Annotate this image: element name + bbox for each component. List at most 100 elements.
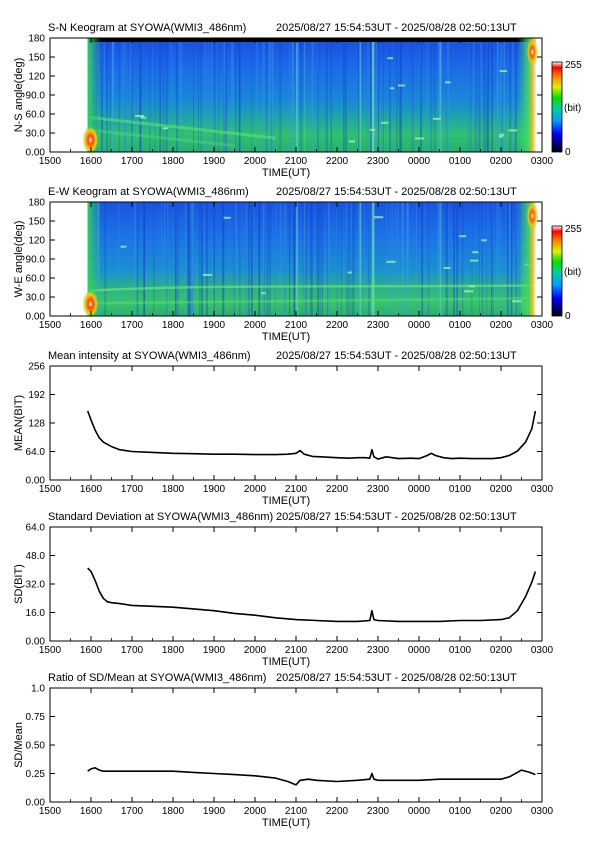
x-tick-label: 2000 (244, 806, 267, 817)
keogram-bright-band (359, 38, 362, 152)
keogram-hot-corner (526, 38, 539, 66)
keogram-streak (233, 38, 234, 152)
x-tick-label: 0300 (531, 484, 554, 495)
plot-frame (49, 526, 543, 642)
keogram-streak (499, 202, 501, 316)
y-tick-label: 0.00 (26, 312, 46, 323)
keogram-streak (103, 38, 106, 152)
x-tick-label: 2300 (367, 320, 390, 331)
keogram-streak (190, 202, 193, 316)
y-axis-label: SD/Mean (13, 722, 25, 768)
keogram-streak (501, 38, 503, 152)
keogram-streak (206, 202, 208, 316)
x-tick-label: 2200 (326, 645, 349, 656)
keogram-feature (432, 117, 441, 120)
keogram-feature (162, 127, 168, 130)
keogram-streak (259, 202, 261, 316)
keogram-streak (396, 38, 398, 152)
keogram-streak (505, 202, 507, 316)
x-tick-label: 1500 (39, 320, 62, 331)
keogram-streak (245, 202, 247, 316)
panel-3: Mean intensity at SYOWA(WMI3_486nm) 2025/… (13, 350, 554, 507)
keogram-streak (201, 202, 203, 316)
keogram-streak (245, 202, 247, 316)
y-axis-label: SD(BIT) (13, 564, 25, 604)
keogram-bright-band (359, 202, 362, 316)
panel-time-range: 2025/08/27 15:54:53UT - 2025/08/28 02:50… (276, 511, 517, 523)
x-tick-label: 0100 (449, 484, 472, 495)
keogram-streak (370, 38, 372, 152)
keogram-streak (139, 38, 142, 152)
keogram-streak (124, 38, 126, 152)
keogram-streak (239, 202, 240, 316)
keogram-streak (240, 202, 243, 316)
x-tick-label: 1900 (203, 484, 226, 495)
keogram-streak (192, 202, 194, 316)
keogram-streak (472, 38, 475, 152)
keogram-streak (174, 202, 177, 316)
keogram-streak (250, 202, 253, 316)
keogram-streak (483, 38, 485, 152)
keogram-streak (202, 202, 204, 316)
keogram-streak (100, 38, 103, 152)
keogram-streak (486, 202, 488, 316)
keogram-streak (162, 38, 165, 152)
keogram-streak (427, 38, 430, 152)
keogram-streak (351, 202, 354, 316)
keogram-streak (175, 202, 177, 316)
keogram-streak (401, 202, 404, 316)
keogram-streak (211, 38, 212, 152)
keogram-streak (321, 202, 323, 316)
keogram-streak (204, 38, 206, 152)
keogram-streak (130, 38, 133, 152)
keogram-streak (297, 38, 299, 152)
x-tick-label: 1900 (203, 320, 226, 331)
x-tick-label: 1800 (162, 156, 185, 167)
keogram-streak (218, 38, 219, 152)
keogram-streak (484, 38, 487, 152)
x-tick-label: 2100 (285, 806, 308, 817)
keogram-streak (368, 38, 370, 152)
keogram-feature (499, 133, 505, 136)
keogram-streak (143, 202, 145, 316)
keogram-streak (513, 38, 515, 152)
keogram-bright-band (296, 38, 298, 152)
keogram-streak (499, 38, 502, 152)
panel-time-range: 2025/08/27 15:54:53UT - 2025/08/28 02:50… (276, 186, 517, 198)
x-tick-label: 0100 (449, 320, 472, 331)
colorbar: 255 (bit) 0 (551, 224, 582, 322)
x-tick-label: 0000 (408, 806, 431, 817)
y-tick-label: 150 (28, 217, 45, 228)
keogram-streak (180, 38, 183, 152)
keogram-streak (368, 202, 370, 316)
keogram-streak (479, 202, 480, 316)
colorbar-scale (551, 61, 563, 153)
keogram-streak (397, 202, 399, 316)
keogram-streak (445, 202, 448, 316)
x-tick-label: 0000 (408, 645, 431, 656)
keogram-streak (359, 38, 360, 152)
keogram-streak (266, 202, 268, 316)
keogram-streak (348, 202, 350, 316)
x-tick-label: 1600 (80, 645, 103, 656)
x-tick-label: 0100 (449, 645, 472, 656)
keogram-streak (508, 202, 511, 316)
keogram-streak (293, 202, 295, 316)
keogram-streak (496, 38, 498, 152)
y-tick-label: 0.00 (26, 637, 46, 648)
keogram-streak (193, 202, 195, 316)
keogram-bright-band (304, 38, 306, 152)
keogram-streak (222, 202, 225, 316)
keogram-streak (192, 202, 194, 316)
keogram-feature (481, 239, 487, 242)
y-tick-label: 192 (28, 390, 45, 401)
keogram-feature (389, 87, 395, 90)
keogram-feature (443, 267, 451, 269)
keogram-streak (167, 202, 169, 316)
colorbar-unit-label: (bit) (564, 103, 581, 114)
keogram-streak (346, 202, 348, 316)
colorbar-min-label: 0 (565, 311, 571, 322)
keogram-streak (377, 38, 379, 152)
x-axis-label: TIME(UT) (262, 817, 310, 829)
keogram-streak (213, 202, 215, 316)
